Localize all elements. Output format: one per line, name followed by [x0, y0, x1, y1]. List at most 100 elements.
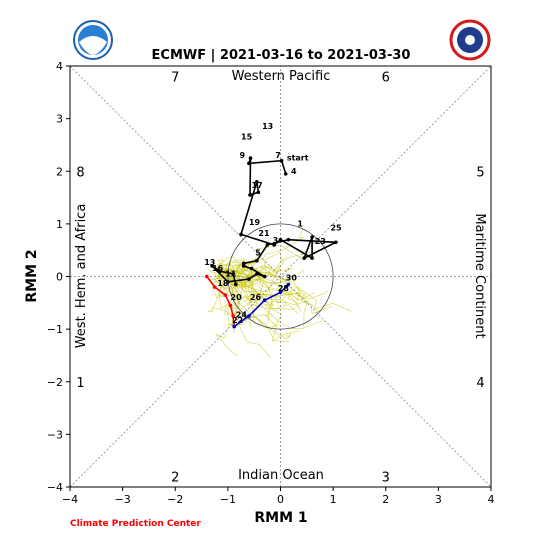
ensemble-line [224, 270, 301, 342]
series-point [286, 237, 291, 242]
series-point [262, 298, 267, 302]
phase-label: 4 [476, 376, 484, 391]
region-top: Western Pacific [232, 69, 331, 84]
forecast-series: start13457911131315161719212325182022242… [204, 122, 342, 329]
day-label: 21 [258, 229, 270, 238]
diagonal-line [69, 65, 492, 488]
day-label: start [287, 154, 309, 163]
y-tick-label: 1 [56, 218, 63, 231]
ensemble-line [216, 267, 290, 342]
day-label: 20 [231, 293, 243, 302]
phase-label: 6 [382, 71, 390, 86]
day-label: 5 [255, 248, 261, 257]
series-point [333, 240, 338, 245]
region-bottom: Indian Ocean [238, 468, 324, 483]
ensemble-line [221, 265, 284, 279]
series-point [302, 256, 306, 260]
day-label: 9 [239, 151, 245, 160]
series-point [241, 261, 246, 266]
series-point [262, 274, 267, 279]
day-label: 7 [275, 151, 281, 160]
series-point [310, 235, 314, 239]
day-label: 23 [315, 237, 326, 246]
ensemble-line [219, 262, 250, 290]
series-point [228, 303, 233, 308]
day-label: 28 [278, 284, 290, 293]
y-tick-label: −1 [47, 323, 63, 336]
series-point [278, 290, 283, 295]
series-point [231, 314, 235, 318]
series-point [256, 190, 261, 195]
x-tick-label: 4 [488, 493, 495, 506]
day-label: 30 [286, 274, 298, 283]
series-point [272, 243, 276, 247]
y-tick-label: 4 [56, 60, 63, 73]
series-point [205, 274, 209, 279]
ensemble-line [215, 280, 266, 301]
day-label: 26 [250, 293, 262, 302]
ensemble-line [215, 255, 274, 325]
phase-label: 8 [76, 165, 84, 180]
series-point [283, 172, 288, 176]
x-tick-label: −4 [62, 493, 78, 506]
series-point [255, 272, 259, 276]
series-point [255, 179, 259, 184]
phase-label: 2 [171, 470, 179, 485]
series-point [210, 264, 214, 268]
y-tick-label: 0 [56, 271, 63, 284]
series-point [310, 256, 314, 260]
unit-circle [227, 223, 334, 330]
series-point [231, 272, 235, 276]
series-point [223, 293, 228, 297]
x-tick-label: −2 [167, 493, 183, 506]
day-label: 18 [217, 279, 229, 288]
y-tick-label: −2 [47, 376, 63, 389]
phase-label: 7 [171, 71, 179, 86]
day-label: 11 [225, 270, 237, 279]
region-right: Maritime Continent [472, 213, 487, 338]
series-point [239, 232, 243, 237]
x-tick-label: 0 [277, 493, 284, 506]
series-point [212, 285, 217, 289]
day-label: 22 [232, 316, 243, 325]
ensemble-line [222, 269, 283, 330]
series-point [286, 282, 291, 287]
credit-text: Climate Prediction Center [70, 519, 201, 529]
phase-label: 1 [76, 376, 84, 391]
series-line [211, 157, 339, 285]
series-point [241, 264, 246, 268]
series-point [247, 161, 251, 166]
series-point [279, 158, 284, 163]
ensemble-line [207, 281, 265, 317]
day-label: 25 [330, 224, 342, 233]
series-point [278, 237, 283, 242]
y-tick-label: 3 [56, 113, 63, 126]
nws-logo [449, 19, 491, 61]
series-point [248, 156, 253, 160]
y-tick-label: −4 [47, 481, 63, 494]
x-tick-label: 2 [382, 493, 389, 506]
x-tick-label: −3 [115, 493, 131, 506]
noaa-logo [73, 20, 113, 60]
x-tick-label: 1 [330, 493, 337, 506]
day-label: 15 [241, 133, 253, 142]
ensemble-line [223, 272, 306, 304]
region-left: West. Hem. and Africa [74, 204, 89, 349]
x-tick-label: −1 [220, 493, 236, 506]
day-label: 3 [273, 236, 279, 245]
phase-label: 5 [476, 165, 484, 180]
day-label: 4 [291, 167, 297, 176]
series-point [255, 258, 259, 263]
series-point [265, 243, 270, 247]
series-point [232, 324, 236, 329]
y-axis-label: RMM 2 [24, 249, 40, 302]
day-label: 24 [236, 311, 248, 320]
series-point [218, 269, 222, 274]
ensemble-line [208, 259, 224, 295]
series-point [249, 266, 254, 271]
series-point [233, 282, 238, 287]
day-label: 19 [249, 218, 261, 227]
